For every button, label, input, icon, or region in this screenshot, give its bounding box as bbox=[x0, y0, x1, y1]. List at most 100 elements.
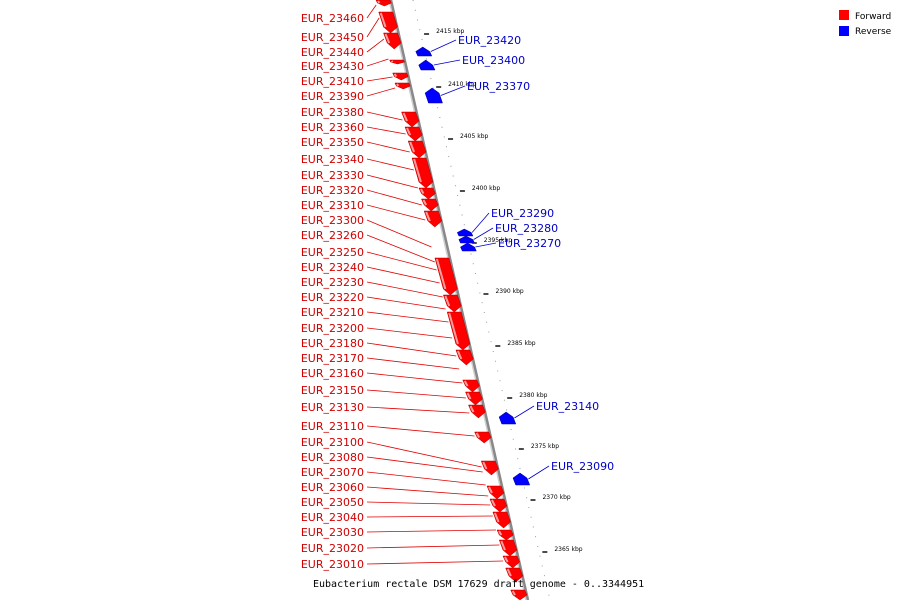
forward-gene-arrow[interactable] bbox=[468, 404, 486, 419]
forward-gene-label[interactable]: EUR_23050 bbox=[301, 496, 364, 509]
reverse-gene-label[interactable]: EUR_23400 bbox=[462, 54, 525, 67]
forward-gene-label[interactable]: EUR_23260 bbox=[301, 229, 364, 242]
forward-gene-label[interactable]: EUR_23390 bbox=[301, 90, 364, 103]
forward-gene-label[interactable]: EUR_23450 bbox=[301, 31, 364, 44]
reverse-gene-label[interactable]: EUR_23290 bbox=[491, 207, 554, 220]
forward-gene-label[interactable]: EUR_23060 bbox=[301, 481, 364, 494]
forward-gene-arrow[interactable] bbox=[486, 485, 505, 500]
forward-gene-arrow[interactable] bbox=[492, 511, 511, 529]
forward-gene-highlight bbox=[488, 486, 493, 494]
forward-gene-label[interactable]: EUR_23430 bbox=[301, 60, 364, 73]
forward-gene-arrow[interactable] bbox=[392, 72, 409, 81]
tick-label: 2390 kbp bbox=[495, 288, 523, 295]
forward-gene-label[interactable]: EUR_23380 bbox=[301, 106, 364, 119]
forward-gene-label[interactable]: EUR_23340 bbox=[301, 153, 364, 166]
reverse-gene-arrow[interactable] bbox=[418, 59, 436, 71]
forward-gene-label[interactable]: EUR_23310 bbox=[301, 199, 364, 212]
reverse-gene-leader bbox=[528, 465, 550, 480]
forward-gene-label[interactable]: EUR_23040 bbox=[301, 511, 364, 524]
forward-gene-label[interactable]: EUR_23410 bbox=[301, 75, 364, 88]
forward-gene-arrow[interactable] bbox=[496, 529, 514, 541]
forward-gene-leader bbox=[366, 357, 460, 370]
forward-gene-arrow[interactable] bbox=[404, 126, 423, 142]
forward-gene-label[interactable]: EUR_23160 bbox=[301, 367, 364, 380]
forward-gene-arrow[interactable] bbox=[389, 59, 405, 65]
forward-gene-leader bbox=[366, 389, 466, 399]
reverse-gene-label[interactable]: EUR_23090 bbox=[551, 460, 614, 473]
forward-gene-label[interactable]: EUR_23110 bbox=[301, 420, 364, 433]
forward-gene-label[interactable]: EUR_23020 bbox=[301, 542, 364, 555]
forward-gene-arrow[interactable] bbox=[383, 32, 402, 50]
forward-gene-highlight bbox=[384, 33, 391, 44]
forward-gene-label[interactable]: EUR_23010 bbox=[301, 558, 364, 571]
forward-gene-arrow[interactable] bbox=[480, 460, 499, 476]
forward-gene-leader bbox=[366, 501, 491, 506]
forward-gene-label[interactable]: EUR_23360 bbox=[301, 121, 364, 134]
forward-gene-label[interactable]: EUR_23150 bbox=[301, 384, 364, 397]
forward-gene-label[interactable]: EUR_23330 bbox=[301, 169, 364, 182]
reverse-gene-arrow[interactable] bbox=[512, 472, 531, 486]
forward-gene-arrow[interactable] bbox=[394, 82, 411, 90]
forward-gene-label[interactable]: EUR_23320 bbox=[301, 184, 364, 197]
forward-gene-label[interactable]: EUR_23180 bbox=[301, 337, 364, 350]
forward-gene-label[interactable]: EUR_23240 bbox=[301, 261, 364, 274]
forward-gene-leader bbox=[366, 4, 377, 19]
legend-forward-swatch bbox=[839, 10, 849, 20]
legend-reverse-swatch bbox=[839, 26, 849, 36]
forward-gene-arrow[interactable] bbox=[418, 187, 436, 200]
forward-gene-highlight bbox=[406, 127, 412, 136]
forward-gene-label[interactable]: EUR_23440 bbox=[301, 46, 364, 59]
reverse-gene-arrow[interactable] bbox=[460, 242, 477, 252]
forward-gene-label[interactable]: EUR_23460 bbox=[301, 12, 364, 25]
forward-gene-label[interactable]: EUR_23230 bbox=[301, 276, 364, 289]
forward-gene-arrow[interactable] bbox=[489, 498, 508, 513]
reverse-gene-arrow[interactable] bbox=[415, 46, 433, 57]
genes-layer bbox=[375, 0, 531, 600]
forward-gene-arrow[interactable] bbox=[411, 157, 434, 189]
reverse-gene-label[interactable]: EUR_23140 bbox=[536, 400, 599, 413]
forward-gene-label[interactable]: EUR_23300 bbox=[301, 214, 364, 227]
forward-gene-label[interactable]: EUR_23210 bbox=[301, 306, 364, 319]
reverse-gene-label[interactable]: EUR_23270 bbox=[498, 237, 561, 250]
forward-gene-highlight bbox=[448, 312, 459, 345]
forward-gene-label[interactable]: EUR_23350 bbox=[301, 136, 364, 149]
forward-gene-arrow[interactable] bbox=[465, 391, 483, 406]
forward-gene-label[interactable]: EUR_23200 bbox=[301, 322, 364, 335]
forward-gene-arrow[interactable] bbox=[407, 140, 427, 159]
forward-gene-leader bbox=[366, 560, 504, 565]
forward-gene-arrow[interactable] bbox=[498, 539, 518, 557]
forward-gene-arrow[interactable] bbox=[401, 111, 420, 128]
forward-gene-arrow[interactable] bbox=[455, 349, 474, 366]
forward-gene-label[interactable]: EUR_23130 bbox=[301, 401, 364, 414]
reverse-gene-label[interactable]: EUR_23280 bbox=[495, 222, 558, 235]
tick-label: 2365 kbp bbox=[554, 546, 582, 553]
forward-gene-arrow[interactable] bbox=[378, 11, 398, 34]
reverse-gene-arrow[interactable] bbox=[456, 228, 474, 237]
forward-gene-label[interactable]: EUR_23070 bbox=[301, 466, 364, 479]
reverse-gene-label[interactable]: EUR_23420 bbox=[458, 34, 521, 47]
forward-gene-label[interactable]: EUR_23030 bbox=[301, 526, 364, 539]
forward-gene-leader bbox=[366, 281, 443, 298]
forward-gene-leader bbox=[366, 87, 396, 97]
forward-gene-label[interactable]: EUR_23170 bbox=[301, 352, 364, 365]
forward-gene-arrow[interactable] bbox=[375, 0, 392, 7]
forward-gene-leader bbox=[366, 189, 422, 206]
forward-gene-leader bbox=[366, 204, 426, 221]
reverse-gene-arrow[interactable] bbox=[458, 235, 475, 244]
forward-gene-arrow[interactable] bbox=[505, 567, 524, 583]
forward-gene-arrow[interactable] bbox=[443, 294, 462, 313]
forward-gene-arrow[interactable] bbox=[446, 311, 471, 351]
forward-gene-arrow[interactable] bbox=[510, 589, 528, 600]
forward-gene-arrow[interactable] bbox=[474, 431, 492, 444]
forward-gene-label[interactable]: EUR_23220 bbox=[301, 291, 364, 304]
forward-gene-label[interactable]: EUR_23080 bbox=[301, 451, 364, 464]
forward-gene-label[interactable]: EUR_23100 bbox=[301, 436, 364, 449]
forward-gene-label[interactable]: EUR_23250 bbox=[301, 246, 364, 259]
reverse-gene-arrow[interactable] bbox=[498, 411, 517, 425]
reverse-gene-label[interactable]: EUR_23370 bbox=[467, 80, 530, 93]
forward-gene-leader bbox=[366, 126, 406, 135]
forward-gene-arrow[interactable] bbox=[434, 257, 458, 296]
tick-label: 2410 kbp bbox=[448, 81, 476, 88]
reverse-gene-arrow[interactable] bbox=[424, 87, 443, 104]
forward-gene-arrow[interactable] bbox=[423, 210, 443, 228]
